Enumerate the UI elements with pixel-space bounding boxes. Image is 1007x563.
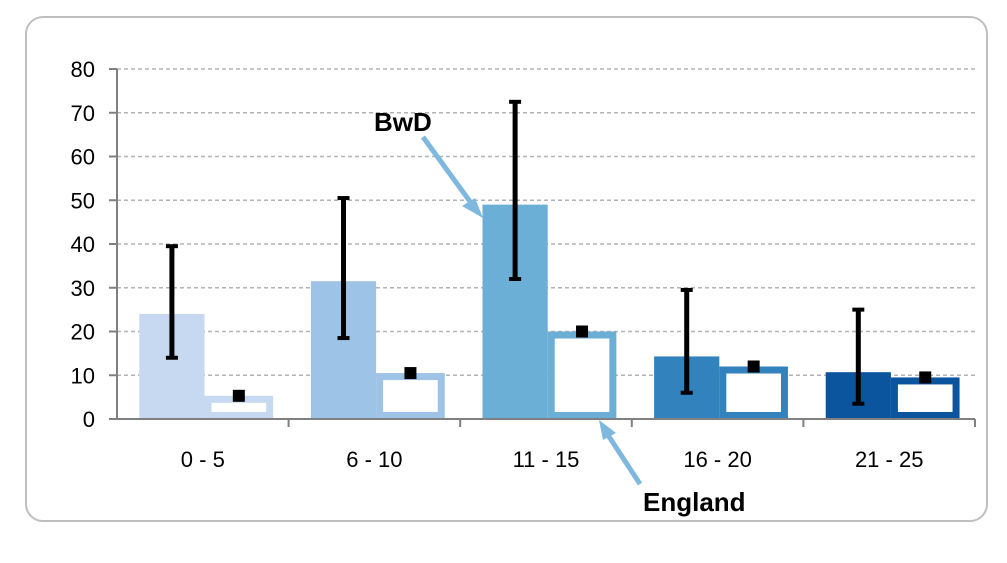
annotation-england-arrowhead <box>599 420 616 440</box>
x-tick-label: 21 - 25 <box>855 447 924 472</box>
bar-england <box>547 331 617 419</box>
y-tick-label: 50 <box>71 188 95 213</box>
marker-england <box>747 360 760 373</box>
x-tick-label: 6 - 10 <box>346 447 402 472</box>
y-tick-label: 30 <box>71 276 95 301</box>
marker-england <box>404 367 417 380</box>
annotation-bwd: BwD <box>374 107 432 137</box>
y-tick-label: 0 <box>83 407 95 432</box>
x-tick-label: 0 - 5 <box>181 447 225 472</box>
marker-england <box>919 371 932 384</box>
y-tick-label: 10 <box>71 363 95 388</box>
marker-england <box>576 325 589 338</box>
bar-england <box>719 366 788 419</box>
bars <box>139 99 960 419</box>
bar-england <box>890 377 960 419</box>
x-tick-label: 11 - 15 <box>513 447 580 472</box>
y-tick-label: 60 <box>71 145 95 170</box>
marker-england <box>232 389 245 402</box>
annotation-bwd-arrowhead <box>462 198 483 218</box>
y-tick-label: 70 <box>71 101 95 126</box>
annotations: BwD England <box>374 107 746 517</box>
axes: 0 10 20 30 40 50 60 70 80 0 - 5 6 - 10 11 - 15 16 - … <box>71 57 976 472</box>
y-tick-label: 20 <box>71 320 95 345</box>
x-tick-label: 16 - 20 <box>683 447 752 472</box>
annotation-england-arrow <box>603 430 643 486</box>
y-tick-label: 80 <box>71 57 95 82</box>
annotation-bwd-arrow <box>420 135 477 209</box>
y-tick-label: 40 <box>71 232 95 257</box>
bar-england <box>376 373 445 419</box>
annotation-england: England <box>643 487 746 517</box>
